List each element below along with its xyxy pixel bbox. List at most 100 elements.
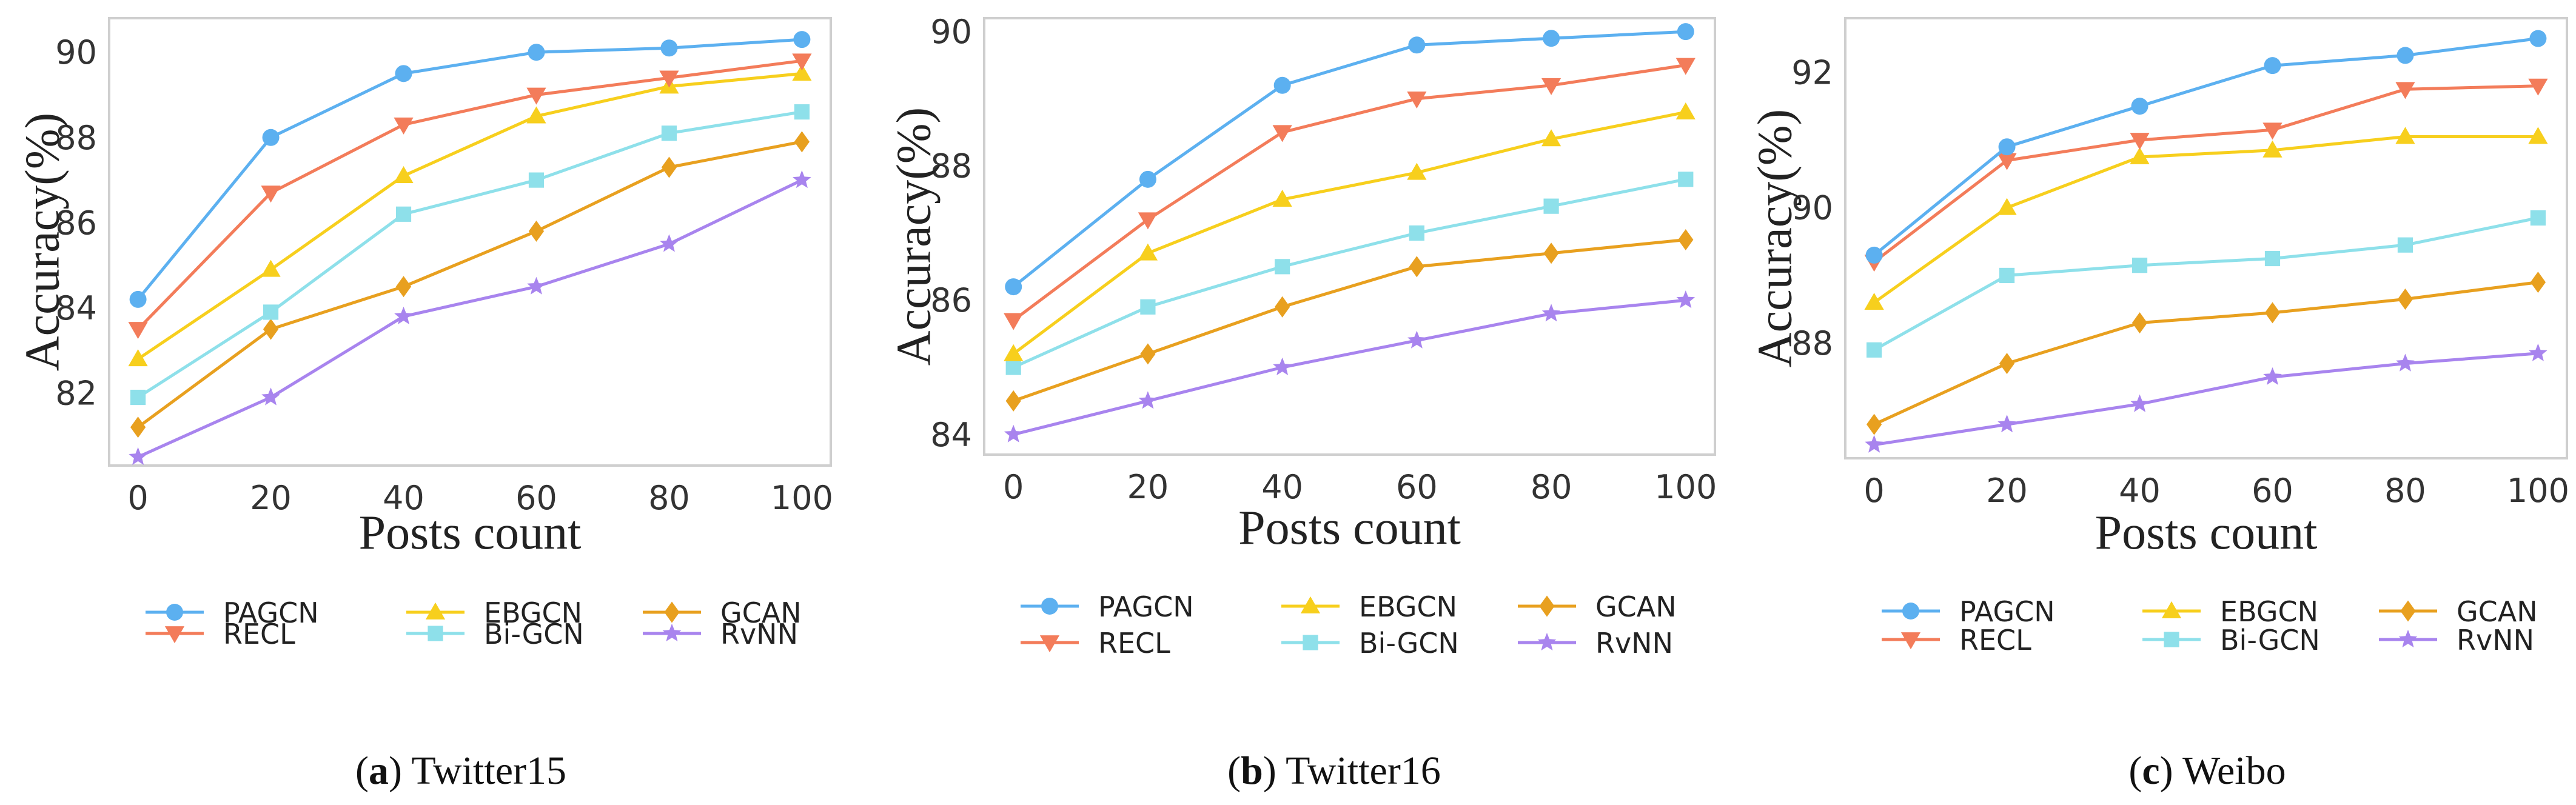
data-point-gcan (1275, 296, 1290, 318)
data-point-gcan (2132, 312, 2148, 334)
series-line-ebgcn (1012, 110, 1686, 355)
data-point-pagcn (793, 31, 811, 48)
legend-label: EBGCN (1359, 590, 1457, 623)
x-ticks-a: 0 20 40 60 80 100 (127, 479, 833, 517)
data-point-recl (128, 322, 148, 339)
x-ticks-c: 0 20 40 60 80 100 (1863, 472, 2569, 510)
series-ebgcn (1864, 127, 2548, 310)
data-point-ebgcn (261, 259, 281, 277)
legend-item-ebgcn: EBGCN (2142, 595, 2318, 628)
data-point-pagcn (395, 65, 412, 82)
panel-c-weibo: 88 90 92 0 20 40 60 80 100 Accuracy(%) Posts co… (1748, 17, 2569, 793)
data-point-recl (1272, 125, 1292, 142)
legend-item-bi-gcn: Bi-GCN (1281, 627, 1459, 660)
data-point-pagcn (2264, 57, 2281, 75)
data-point-bi-gcn (2530, 210, 2546, 226)
series-layer-b (1004, 23, 1696, 443)
plot-frame-b (983, 17, 1716, 456)
x-tick-label: 100 (1654, 468, 1717, 506)
caption-name-c: Weibo (2182, 749, 2286, 793)
data-point-ebgcn (128, 349, 148, 367)
data-point-pagcn (2529, 30, 2547, 47)
x-tick-label: 40 (1261, 468, 1303, 506)
data-point-gcan (2530, 272, 2546, 293)
data-point-gcan (1409, 256, 1424, 278)
legend-marker-gcan (1539, 595, 1555, 617)
y-ticks-c: 88 90 92 (1791, 53, 1833, 362)
data-point-ebgcn (1541, 129, 1561, 147)
y-tick-label: 90 (1791, 189, 1833, 227)
data-point-ebgcn (1675, 102, 1696, 119)
series-line-bi-gcn (1873, 216, 2538, 352)
legend-label: RvNN (720, 618, 798, 650)
legend-marker-bi-gcn (428, 626, 443, 641)
legend-item-gcan: GCAN (2379, 595, 2538, 628)
x-tick-label: 0 (1863, 472, 1884, 510)
data-point-ebgcn (2395, 127, 2415, 144)
legend-marker-bi-gcn (1303, 635, 1318, 650)
legend-item-bi-gcn: Bi-GCN (406, 618, 584, 650)
data-point-rvnn (1407, 330, 1426, 349)
data-point-gcan (1999, 353, 2015, 375)
data-point-bi-gcn (794, 104, 810, 120)
x-tick-label: 20 (1986, 472, 2028, 510)
legend-item-ebgcn: EBGCN (406, 596, 582, 629)
legend-marker-recl (1900, 632, 1921, 650)
series-rvnn (1004, 290, 1696, 443)
plot-frame-a (108, 17, 832, 467)
y-tick-label: 88 (1791, 324, 1833, 362)
legend-label: Bi-GCN (2220, 624, 2320, 656)
data-point-pagcn (1273, 76, 1291, 94)
data-point-rvnn (527, 276, 546, 295)
legend-label: GCAN (1595, 590, 1677, 623)
data-point-pagcn (1865, 246, 1883, 264)
x-tick-label: 100 (771, 479, 833, 517)
data-point-pagcn (1408, 36, 1426, 54)
data-point-recl (2528, 78, 2548, 96)
data-point-bi-gcn (1999, 267, 2015, 284)
legend-marker-ebgcn (2161, 601, 2182, 618)
y-tick-label: 82 (55, 375, 97, 413)
data-point-bi-gcn (2397, 237, 2413, 253)
data-point-pagcn (660, 39, 678, 57)
series-gcan (1867, 272, 2546, 435)
legend-item-pagcn: PAGCN (1882, 595, 2055, 628)
data-point-rvnn (1004, 424, 1023, 443)
data-point-gcan (1543, 242, 1559, 264)
x-tick-label: 40 (383, 479, 424, 517)
x-tick-label: 60 (2252, 472, 2293, 510)
caption-letter-c: c (2142, 749, 2159, 793)
series-bi-gcn (130, 104, 810, 406)
legend-marker-bi-gcn (2164, 632, 2179, 647)
data-point-rvnn (793, 170, 811, 189)
caption-b: (b) Twitter16 (1227, 749, 1441, 793)
x-tick-label: 60 (1396, 468, 1438, 506)
data-point-bi-gcn (2132, 258, 2148, 273)
legend-item-ebgcn: EBGCN (1281, 590, 1457, 623)
legend-marker-rvnn (1537, 632, 1557, 650)
data-point-bi-gcn (1678, 172, 1694, 187)
series-line-pagcn (1012, 30, 1686, 289)
series-line-pagcn (136, 38, 802, 301)
data-point-rvnn (1541, 304, 1561, 322)
series-recl (128, 53, 812, 339)
data-point-gcan (263, 318, 279, 340)
data-point-pagcn (1677, 23, 1694, 41)
legend-item-pagcn: PAGCN (146, 596, 319, 629)
caption-a: (a) Twitter15 (355, 749, 566, 793)
data-point-rvnn (1273, 357, 1292, 375)
legend-marker-rvnn (662, 623, 682, 641)
data-point-gcan (1140, 343, 1156, 365)
data-point-ebgcn (2262, 140, 2283, 158)
legend-label: EBGCN (484, 596, 582, 629)
legend-item-gcan: GCAN (1518, 590, 1677, 623)
caption-letter-a: a (369, 749, 389, 793)
y-tick-label: 90 (930, 13, 972, 51)
series-bi-gcn (1867, 210, 2546, 358)
data-point-gcan (2264, 302, 2281, 324)
legend-marker-gcan (664, 601, 680, 623)
data-point-pagcn (2131, 98, 2148, 115)
data-point-bi-gcn (1140, 299, 1156, 315)
